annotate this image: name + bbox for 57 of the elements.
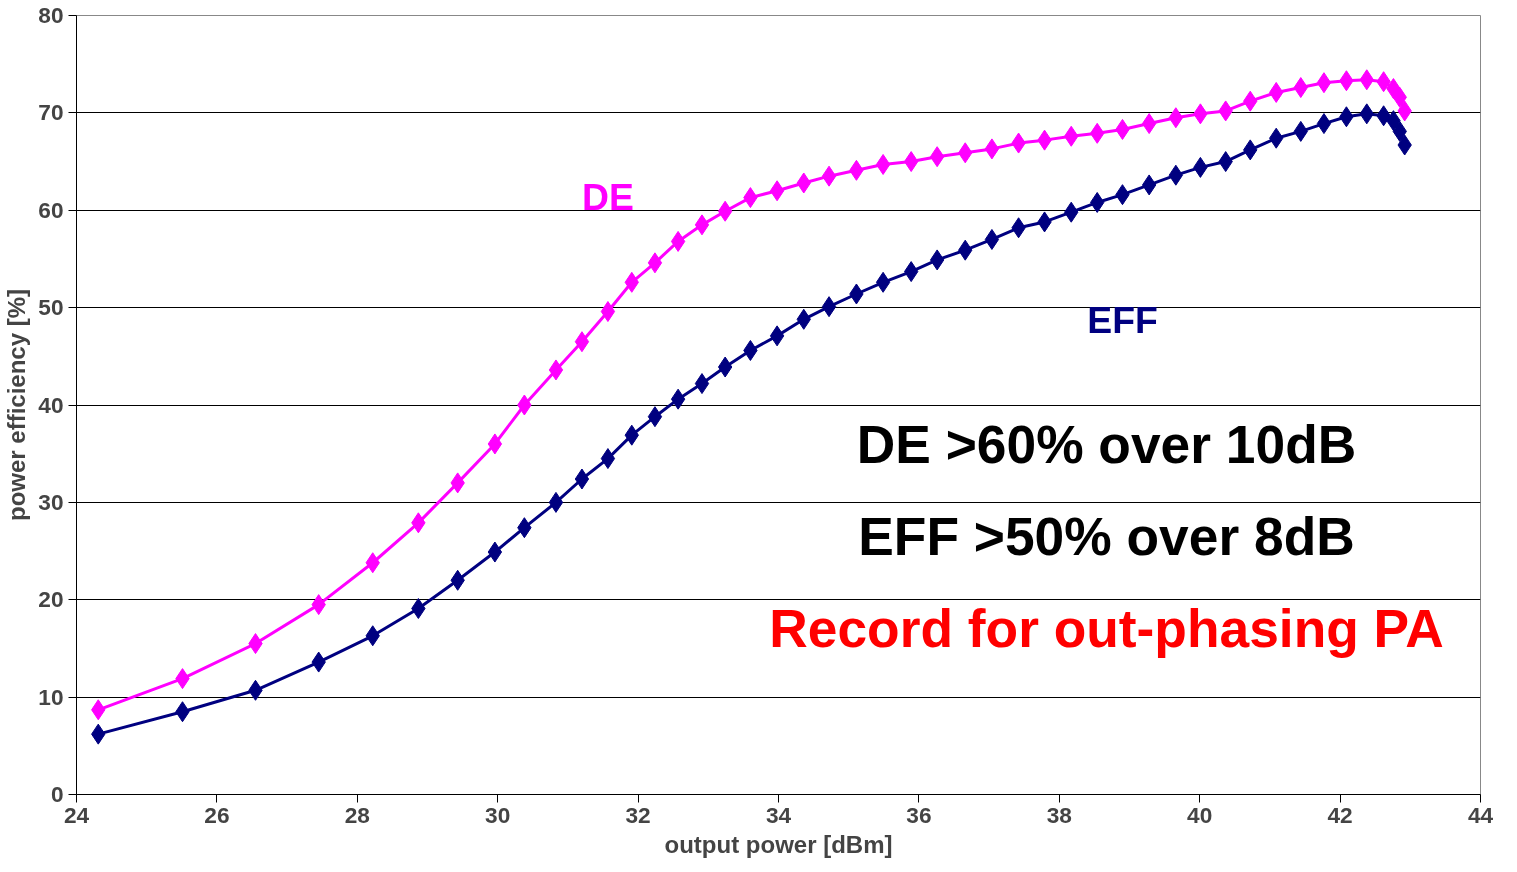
y-tick-label: 20: [38, 586, 64, 613]
point: [574, 468, 590, 490]
y-tick-label: 40: [38, 391, 64, 418]
point: [717, 356, 733, 378]
point: [670, 230, 686, 252]
point: [670, 388, 686, 410]
y-tick-label: 0: [50, 781, 64, 807]
annotation: EFF >50% over 8dB: [858, 507, 1355, 566]
x-tick-label: 24: [63, 801, 90, 828]
point: [984, 138, 1000, 160]
point: [929, 249, 945, 271]
x-tick-label: 32: [625, 801, 651, 828]
x-tick-label: 40: [1187, 801, 1213, 828]
point: [487, 541, 503, 563]
x-tick-label: 28: [344, 801, 370, 828]
point: [717, 200, 733, 222]
annotation: DE >60% over 10dB: [856, 415, 1357, 474]
x-tick-label: 42: [1327, 801, 1353, 828]
x-tick-label: 38: [1046, 801, 1072, 828]
point: [600, 301, 616, 323]
series-label: DE: [581, 175, 634, 218]
y-tick-label: 10: [38, 683, 64, 710]
point: [548, 359, 564, 381]
point: [647, 406, 663, 428]
point: [1316, 113, 1332, 135]
text: EFF: [1087, 298, 1158, 341]
x-tick-label: 34: [765, 801, 792, 828]
point: [694, 373, 710, 395]
point: [769, 325, 785, 347]
point: [487, 433, 503, 455]
y-tick-label: 50: [38, 294, 64, 321]
point: [1141, 113, 1157, 135]
point: [548, 491, 564, 513]
point: [821, 165, 837, 187]
point: [984, 228, 1000, 250]
point: [769, 180, 785, 202]
point: [875, 153, 891, 175]
x-tick-label: 36: [906, 801, 932, 828]
y-tick-label: 60: [38, 196, 64, 223]
point: [1141, 174, 1157, 196]
point: [875, 271, 891, 293]
y-tick-label: 80: [38, 2, 64, 28]
point: [574, 331, 590, 353]
point: [694, 214, 710, 236]
x-axis-title: output power [dBm]: [664, 830, 893, 858]
point: [647, 252, 663, 274]
point: [929, 146, 945, 168]
point: [1316, 72, 1332, 94]
x-tick-label: 26: [204, 801, 230, 828]
y-axis-title: power efficiency [%]: [3, 288, 31, 522]
x-tick-label: 44: [1467, 801, 1494, 828]
y-tick-label: 70: [38, 99, 64, 126]
point: [600, 448, 616, 470]
y-tick-label: 30: [38, 488, 64, 515]
x-tick-label: 30: [485, 801, 511, 828]
annotation: Record for out-phasing PA: [769, 599, 1444, 658]
point: [821, 296, 837, 318]
